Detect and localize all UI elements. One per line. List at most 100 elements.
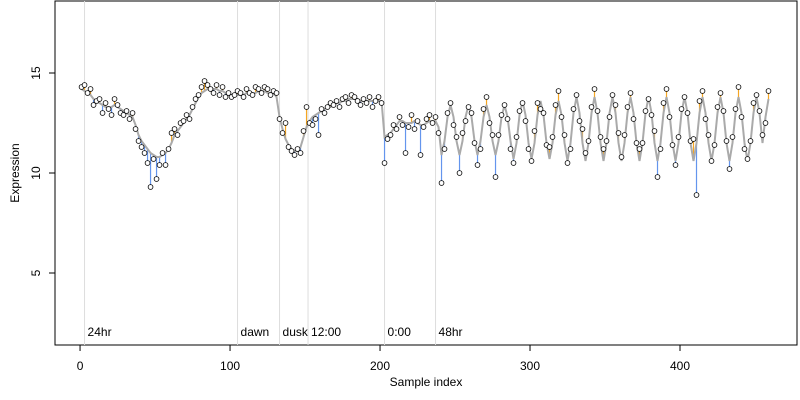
data-point [126, 116, 133, 122]
x-tick-label: 300 [520, 359, 540, 373]
data-point [456, 170, 463, 176]
data-point [123, 108, 130, 114]
x-axis-label: Sample index [390, 375, 463, 389]
data-point [615, 130, 622, 136]
data-point [129, 110, 136, 116]
data-point [408, 112, 415, 118]
data-point [612, 102, 619, 108]
data-point [363, 100, 370, 106]
data-point [366, 94, 373, 100]
data-point [585, 138, 592, 144]
data-point [579, 126, 586, 132]
data-point [561, 132, 568, 138]
data-point [222, 94, 229, 100]
data-point [573, 92, 580, 98]
data-point [402, 150, 409, 156]
data-point [345, 100, 352, 106]
data-point [666, 114, 673, 120]
data-point [102, 100, 109, 106]
data-point [156, 162, 163, 168]
data-point [378, 100, 385, 106]
data-point [756, 108, 763, 114]
data-point [552, 102, 559, 108]
data-point [186, 116, 193, 122]
data-point [693, 192, 700, 198]
data-point [618, 154, 625, 160]
data-point [705, 132, 712, 138]
data-point [522, 118, 529, 124]
data-point [258, 90, 265, 96]
data-point [633, 140, 640, 146]
data-point [138, 144, 145, 150]
data-point [459, 130, 466, 136]
annotation-label: dusk [283, 325, 309, 339]
data-point [744, 156, 751, 162]
data-point [399, 122, 406, 128]
data-point [558, 114, 565, 120]
data-point [330, 102, 337, 108]
data-point [90, 102, 97, 108]
data-point [291, 152, 298, 158]
data-point [630, 116, 637, 122]
data-point [462, 118, 469, 124]
data-point [624, 104, 631, 110]
data-point [417, 152, 424, 158]
x-tick-label: 200 [370, 359, 390, 373]
data-point [603, 138, 610, 144]
data-point [279, 130, 286, 136]
data-point [207, 86, 214, 92]
data-point [588, 104, 595, 110]
data-point [276, 116, 283, 122]
data-point [120, 112, 127, 118]
data-point [750, 100, 757, 106]
data-point [315, 132, 322, 138]
data-point [393, 126, 400, 132]
data-point [657, 146, 664, 152]
data-point [582, 150, 589, 156]
data-point [255, 86, 262, 92]
data-point [453, 134, 460, 140]
data-point [753, 92, 760, 98]
data-point [84, 90, 91, 96]
data-point [696, 98, 703, 104]
fit-line [80, 88, 770, 162]
data-point [528, 158, 535, 164]
data-point [708, 158, 715, 164]
data-point [372, 98, 379, 104]
data-point [168, 130, 175, 136]
data-point [741, 146, 748, 152]
data-point [540, 110, 547, 116]
data-point [726, 166, 733, 172]
data-point [213, 82, 220, 88]
y-tick-label: 15 [29, 66, 43, 80]
annotation-label: 0:00 [388, 325, 412, 339]
data-point [303, 104, 310, 110]
data-point [237, 90, 244, 96]
data-point [381, 160, 388, 166]
data-point [468, 110, 475, 116]
data-point [525, 146, 532, 152]
data-point [342, 94, 349, 100]
data-point [165, 146, 172, 152]
data-point [534, 100, 541, 106]
data-point [513, 134, 520, 140]
data-point [87, 86, 94, 92]
x-tick-label: 100 [220, 359, 240, 373]
data-point [369, 104, 376, 110]
data-point [570, 106, 577, 112]
data-point [162, 162, 169, 168]
data-point [273, 90, 280, 96]
data-point [564, 160, 571, 166]
data-point [516, 108, 523, 114]
data-point [501, 102, 508, 108]
data-point [99, 110, 106, 116]
data-point [717, 90, 724, 96]
x-tick-label: 0 [77, 359, 84, 373]
data-point [732, 106, 739, 112]
data-point [669, 142, 676, 148]
y-tick-label: 10 [29, 166, 43, 180]
data-point [450, 122, 457, 128]
data-point [312, 116, 319, 122]
data-point [420, 124, 427, 130]
